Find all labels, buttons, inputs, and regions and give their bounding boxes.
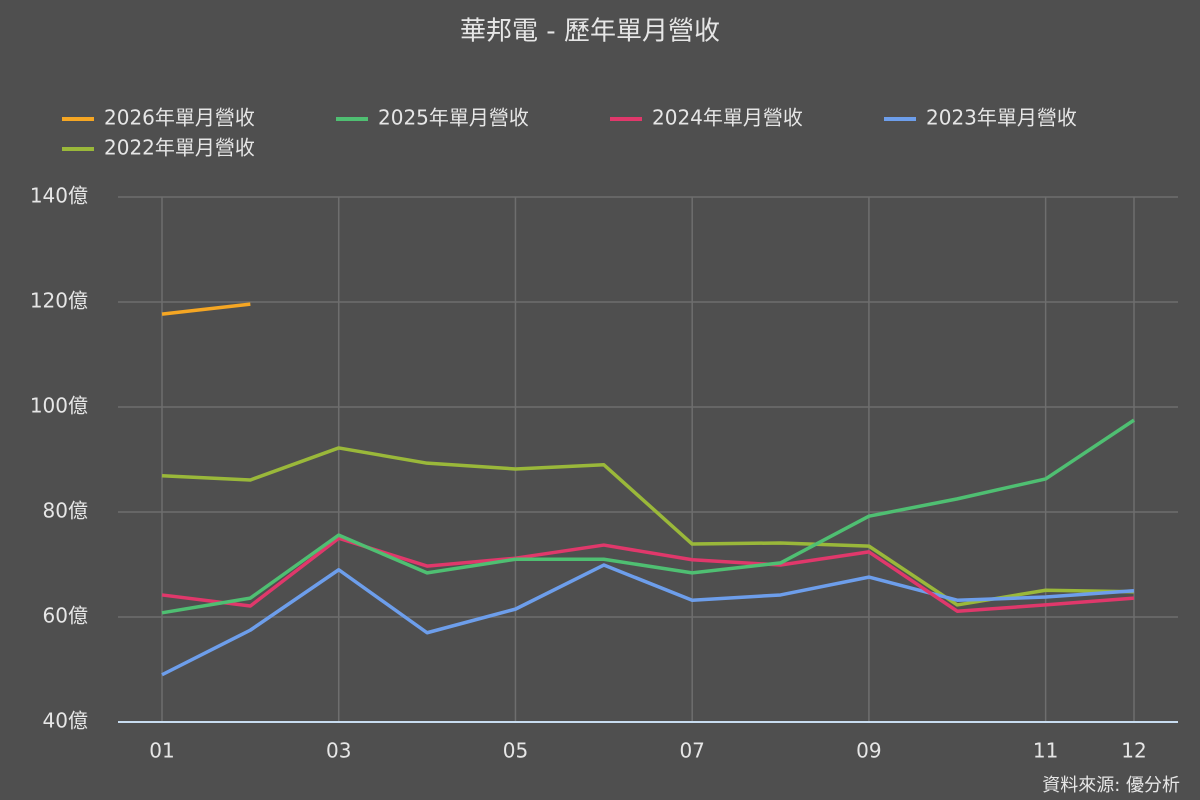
- x-tick-label: 05: [503, 739, 528, 763]
- x-tick-label: 12: [1121, 739, 1146, 763]
- legend-label: 2024年單月營收: [652, 106, 803, 130]
- series-line: [161, 563, 1135, 677]
- series-line: [161, 418, 1135, 615]
- x-tick-label: 09: [856, 739, 881, 763]
- legend-label: 2022年單月營收: [104, 136, 255, 160]
- y-tick-label: 40億: [43, 709, 88, 733]
- legend-label: 2025年單月營收: [378, 106, 529, 130]
- x-tick-label: 01: [149, 739, 174, 763]
- y-tick-label: 80億: [43, 499, 88, 523]
- legend-label: 2026年單月營收: [104, 106, 255, 130]
- y-tick-label: 100億: [30, 394, 88, 418]
- chart-title: 華邦電 - 歷年單月營收: [460, 17, 720, 47]
- series-line: [161, 536, 1135, 613]
- x-tick-label: 11: [1033, 739, 1058, 763]
- y-tick-label: 60億: [43, 604, 88, 628]
- y-tick-label: 120億: [30, 289, 88, 313]
- y-tick-label: 140億: [30, 184, 88, 208]
- x-tick-label: 07: [679, 739, 704, 763]
- series-line: [161, 302, 251, 316]
- source-note: 資料來源: 優分析: [1042, 775, 1180, 796]
- legend-label: 2023年單月營收: [926, 106, 1077, 130]
- x-tick-label: 03: [326, 739, 351, 763]
- series-line: [161, 446, 1135, 607]
